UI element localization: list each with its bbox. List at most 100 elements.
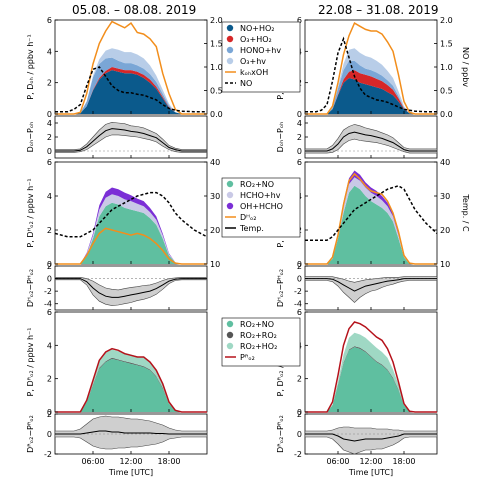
legend-p5-box — [221, 317, 301, 367]
left-p6-ytick-label-2: 2 — [47, 410, 52, 419]
title-right: 22.08 – 31.08. 2019 — [318, 3, 439, 17]
right-p1-rtick-label-4: 2.0 — [440, 16, 453, 25]
right-p4-band — [304, 276, 438, 303]
legend-p3-label-0: RO₂+NO — [240, 180, 274, 189]
left-p1-rtick-label-1: 0.5 — [210, 87, 223, 96]
right-p4-ytick-label-1: -2 — [294, 287, 302, 296]
left-p1-area-3 — [55, 48, 207, 115]
legend-p1-label-0: NO+HO₂ — [240, 24, 275, 33]
left-p3-ytick-label-1: 2 — [47, 226, 52, 235]
left-p3-temp-line — [54, 191, 208, 238]
left-p1-ytick-label-3: 6 — [47, 16, 52, 25]
legend-p1-label-5: NO — [240, 79, 252, 88]
left-p3-dho2-line — [55, 227, 207, 265]
legend-p5-label-3: Pᴿₒ₂ — [240, 353, 255, 362]
left-xtick-label-2: 18:00 — [157, 457, 180, 466]
left-p6-ytick-label-1: 0 — [47, 430, 52, 439]
left-p4-ytick-label-3: 2 — [47, 262, 52, 271]
left-p1-rtick-label-0: 0.0 — [210, 110, 223, 119]
right-p4-mean-line — [305, 278, 437, 292]
right-xlabel: Time [UTC] — [348, 468, 393, 477]
left-p6-ytick-label-0: -2 — [44, 450, 52, 459]
legend-p1-label-3: O₃+hv — [240, 57, 266, 66]
left-xlabel: Time [UTC] — [108, 468, 153, 477]
left-p3-ytick-label-2: 4 — [47, 192, 52, 201]
right-p2-left-label: Dₒₕ−Pₒₕ — [276, 122, 285, 153]
left-p6-left-label: Dᴿₒ₂−Pᴿₒ₂ — [26, 415, 35, 453]
right-p4-ytick-label-0: -4 — [294, 300, 302, 309]
left-p1-koh-line — [55, 20, 207, 115]
legend-p1-label-1: O₃+HO₂ — [240, 35, 272, 44]
right-p6-ytick-label-1: 0 — [297, 430, 302, 439]
legend-p5-label-0: RO₂+NO — [240, 320, 274, 329]
legend-p3-label-2: OH+HCHO — [240, 202, 283, 211]
right-p1-no-line — [305, 36, 437, 113]
right-p1-rtick-label-3: 1.5 — [440, 40, 453, 49]
left-p3-rtick-label-3: 40 — [210, 158, 220, 167]
right-p3-rtick-label-1: 20 — [440, 226, 450, 235]
right-p6-band — [304, 426, 438, 455]
right-xtick-label-1: 12:00 — [359, 457, 382, 466]
left-xtick-label-0: 06:00 — [81, 457, 104, 466]
legend-p1-marker-0 — [226, 24, 234, 32]
left-p3-area-1 — [55, 194, 207, 264]
legend-p5-label-2: RO₂+HO₂ — [240, 342, 277, 351]
legend-p3-marker-2 — [226, 202, 234, 210]
left-p1-left-label: P, Dₒₕ / ppbv h⁻¹ — [26, 34, 35, 99]
right-p6-mean-line — [305, 433, 437, 442]
right-p1-ytick-label-3: 6 — [297, 16, 302, 25]
left-p3-rtick-label-2: 30 — [210, 192, 220, 201]
right-p6-ytick-label-2: 2 — [297, 410, 302, 419]
right-p1-area-3 — [305, 48, 437, 115]
left-p3-rtick-label-1: 20 — [210, 226, 220, 235]
left-p4-mean-line — [55, 278, 207, 298]
right-p3-right-label: Temp. / C — [461, 193, 470, 232]
right-p2-ytick-label-0: 0 — [297, 147, 302, 156]
left-p2-ytick-label-0: 0 — [47, 147, 52, 156]
left-p5-pro2-line — [55, 347, 207, 413]
legend-p3-marker-0 — [226, 180, 234, 188]
left-xtick-label-1: 12:00 — [119, 457, 142, 466]
legend-p5-marker-2 — [226, 342, 234, 350]
left-p1-area-2 — [55, 57, 207, 114]
legend-p3-label-4: Temp. — [239, 224, 264, 233]
left-p1-rtick-label-2: 1.0 — [210, 63, 223, 72]
left-p4-ytick-label-2: 0 — [47, 275, 52, 284]
right-p3-temp-line — [305, 184, 438, 241]
left-p5-area-0 — [55, 358, 207, 412]
right-p3-ytick-label-0: 0 — [297, 260, 302, 269]
left-p1-rtick-label-3: 1.5 — [210, 40, 223, 49]
legend-p1-marker-2 — [226, 46, 234, 54]
legend-p3-label-3: Dᴴₒ₂ — [240, 213, 256, 222]
legend-p1-label-2: HONO+hv — [240, 46, 281, 55]
right-p1-rtick-label-0: 0.0 — [440, 110, 453, 119]
right-p1-area-0 — [305, 78, 437, 114]
left-p2-mean-line — [55, 128, 207, 152]
legend-p3-marker-1 — [226, 191, 234, 199]
right-p1-area-1 — [305, 70, 437, 114]
legend-p5-marker-1 — [226, 331, 234, 339]
right-xtick-label-0: 06:00 — [326, 457, 349, 466]
left-p2-band — [54, 121, 208, 153]
right-p1-area-2 — [305, 60, 437, 114]
left-p5-ytick-label-0: 0 — [47, 408, 52, 417]
left-p5-ytick-label-2: 4 — [47, 341, 52, 350]
right-p3-rtick-label-0: 10 — [440, 260, 450, 269]
legend-p3-box — [221, 177, 301, 238]
left-p5-area-2 — [55, 349, 207, 412]
right-p5-area-2 — [305, 332, 437, 412]
left-p3-ytick-label-0: 0 — [47, 260, 52, 269]
left-p3-area-0 — [55, 202, 207, 264]
left-p1-rtick-label-4: 2.0 — [210, 16, 223, 25]
left-p4-left-label: Dᴴₒ₂−Pᴴₒ₂ — [26, 269, 35, 307]
right-p3-area-2 — [305, 170, 437, 264]
left-p3-ytick-label-3: 6 — [47, 158, 52, 167]
right-p1-rtick-label-1: 0.5 — [440, 87, 453, 96]
right-p6-left-label: Dᴿₒ₂−Pᴿₒ₂ — [276, 415, 285, 453]
right-p4-left-label: Dᴴₒ₂−Pᴴₒ₂ — [276, 269, 285, 307]
right-p2-mean-line — [305, 131, 437, 152]
right-p2-ytick-label-2: 4 — [297, 119, 302, 128]
left-p1-ytick-label-0: 0 — [47, 110, 52, 119]
right-p5-ytick-label-1: 2 — [297, 375, 302, 384]
